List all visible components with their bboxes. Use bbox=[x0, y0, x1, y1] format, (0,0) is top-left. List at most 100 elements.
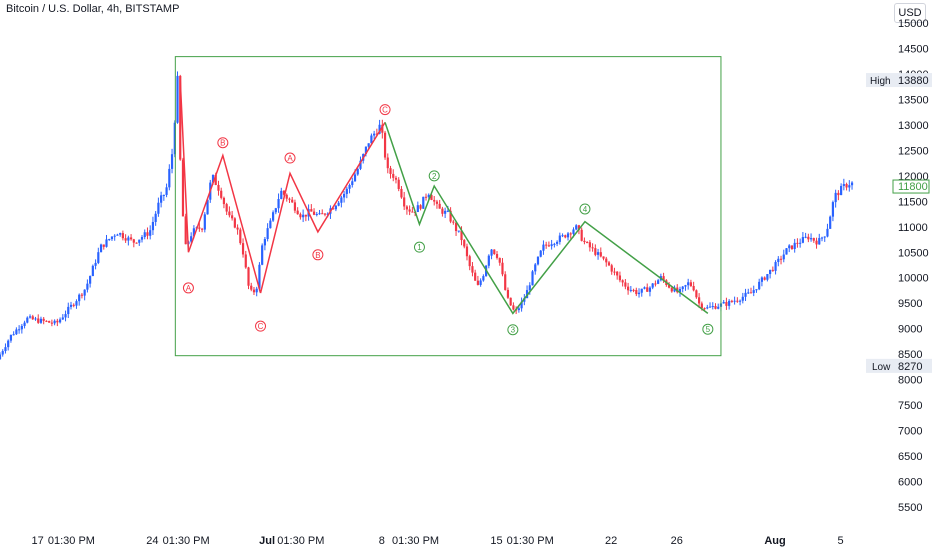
candle-body bbox=[67, 306, 70, 315]
candle-body bbox=[211, 174, 215, 183]
candle-body bbox=[435, 201, 439, 204]
candle-body bbox=[479, 280, 482, 285]
candle-body bbox=[490, 249, 493, 256]
candle-body bbox=[618, 275, 622, 281]
candle-body bbox=[403, 197, 406, 207]
candle-body bbox=[252, 289, 256, 293]
candle-body bbox=[708, 306, 712, 308]
candle-body bbox=[460, 230, 463, 241]
candle-body bbox=[271, 212, 275, 221]
candle-body bbox=[121, 233, 124, 239]
wave-line[interactable] bbox=[259, 121, 386, 294]
candle-body bbox=[667, 285, 671, 288]
candle-body bbox=[326, 213, 329, 215]
candle-body bbox=[531, 271, 534, 286]
candle-body bbox=[231, 215, 234, 219]
candle-body bbox=[110, 236, 114, 240]
wave-line[interactable] bbox=[384, 122, 709, 315]
candle-body bbox=[799, 242, 802, 244]
price-axis[interactable]: 5500 6000 6500 7000 7500 8000 8500 9000 9500 1000… bbox=[898, 18, 929, 514]
candle-body bbox=[769, 269, 772, 275]
candle-body bbox=[564, 235, 567, 238]
time-tick-label: 5 bbox=[838, 535, 844, 547]
wave-line[interactable] bbox=[179, 80, 262, 294]
candle-body bbox=[351, 181, 354, 186]
wave-label-circle bbox=[379, 104, 391, 116]
price-tick-label: 7000 bbox=[898, 426, 922, 438]
candle-body bbox=[670, 287, 673, 292]
candle-body bbox=[378, 124, 381, 134]
candle-body bbox=[728, 300, 731, 306]
wave-label: C bbox=[382, 106, 388, 115]
time-tick-label: 22 bbox=[605, 535, 617, 547]
low-label: Low bbox=[872, 362, 891, 373]
candle-body bbox=[452, 221, 455, 223]
candle-body bbox=[785, 248, 788, 255]
candle-body bbox=[129, 237, 133, 240]
candle-body bbox=[99, 244, 103, 253]
candle-body bbox=[394, 177, 398, 180]
candle-body bbox=[771, 269, 774, 271]
time-tick-label: 26 bbox=[671, 535, 683, 547]
candle-body bbox=[747, 292, 750, 294]
currency-button[interactable]: USD bbox=[894, 3, 926, 23]
last-price-value: 11800 bbox=[898, 181, 928, 193]
candle-body bbox=[37, 318, 40, 323]
candle-body bbox=[717, 306, 720, 309]
candle-body bbox=[790, 245, 794, 250]
candle-body bbox=[558, 235, 561, 242]
candle-body bbox=[793, 242, 796, 250]
candle-body bbox=[714, 306, 717, 309]
wave-label: B bbox=[315, 251, 320, 260]
candle-body bbox=[266, 228, 269, 240]
candle-body bbox=[624, 282, 627, 287]
candle-body bbox=[779, 258, 783, 260]
candle-body bbox=[733, 300, 736, 302]
candle-body bbox=[261, 245, 264, 265]
candle-body bbox=[397, 179, 400, 189]
time-tick-label: 8 bbox=[379, 535, 385, 547]
candle-body bbox=[0, 354, 2, 360]
candle-body bbox=[282, 190, 286, 195]
candle-body bbox=[826, 228, 829, 237]
candle-body bbox=[758, 281, 761, 290]
candle-body bbox=[545, 244, 548, 246]
wave-label-circle bbox=[217, 137, 229, 149]
candle-body bbox=[83, 289, 86, 296]
candle-body bbox=[239, 229, 242, 244]
candle-body bbox=[613, 271, 616, 273]
candle-body bbox=[386, 157, 389, 169]
candle-body bbox=[637, 292, 641, 295]
candle-body bbox=[332, 208, 335, 210]
candle-body bbox=[42, 318, 45, 321]
candle-body bbox=[468, 256, 471, 267]
price-tick-label: 12500 bbox=[898, 145, 929, 157]
candle-body bbox=[512, 305, 515, 310]
candle-body bbox=[536, 256, 540, 265]
candle-body bbox=[105, 239, 108, 247]
candle-body bbox=[572, 229, 575, 234]
candle-body bbox=[220, 190, 223, 198]
price-tick-label: 7500 bbox=[898, 400, 922, 412]
candle-body bbox=[534, 264, 537, 272]
candle-body bbox=[493, 249, 496, 254]
candle-body bbox=[820, 237, 824, 239]
time-axis[interactable]: 17 01:30 PM 24 01:30 PM Jul 01:30 PM 8 01:30 PM… bbox=[32, 535, 844, 547]
candle-body bbox=[498, 257, 501, 263]
wave-label-circle bbox=[579, 203, 591, 215]
price-tick-label: 10000 bbox=[898, 273, 929, 285]
candle-body bbox=[700, 303, 703, 309]
candle-body bbox=[818, 238, 821, 245]
candle-body bbox=[643, 287, 646, 289]
candle-body bbox=[192, 228, 195, 237]
candle-body bbox=[610, 265, 613, 272]
candle-body bbox=[334, 205, 337, 210]
wave-label-circle bbox=[702, 323, 714, 335]
candle-body bbox=[607, 262, 611, 266]
candle-body bbox=[422, 196, 425, 209]
candle-body bbox=[244, 254, 247, 268]
candle-body bbox=[356, 168, 359, 175]
candle-body bbox=[198, 227, 201, 229]
range-box[interactable] bbox=[174, 56, 722, 357]
